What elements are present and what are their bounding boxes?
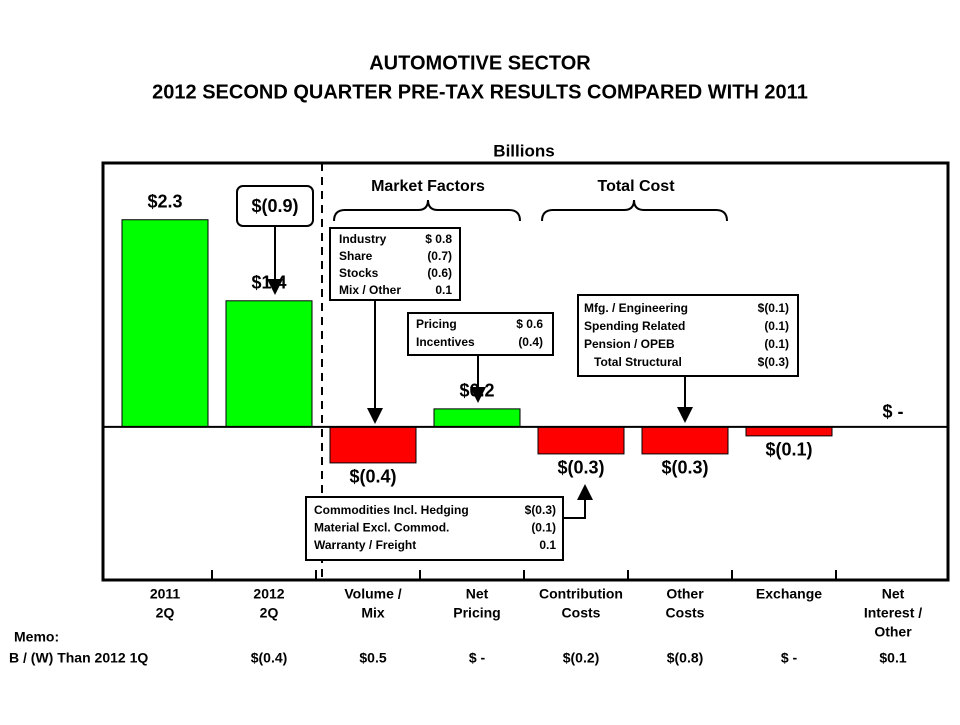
arrow — [563, 484, 593, 519]
memo-value: $(0.2) — [563, 650, 600, 666]
x-tick-label: Other — [666, 586, 704, 602]
callout-value: (0.7) — [427, 249, 452, 263]
callout-value: (0.1) — [531, 521, 556, 535]
x-tick-label: Net — [882, 586, 905, 602]
value-label: $1.4 — [251, 273, 286, 293]
bar — [329, 426, 417, 464]
callout-value: $(0.3) — [758, 355, 789, 369]
callout-value: $(0.3) — [525, 503, 556, 517]
x-tick-label: Mix — [361, 605, 385, 621]
group-label: Total Cost — [597, 178, 675, 195]
callout-box — [305, 496, 564, 561]
value-label: $(0.4) — [349, 467, 396, 487]
callout-value: $(0.1) — [758, 301, 789, 315]
callout-value: 0.1 — [539, 538, 556, 552]
callout-value: $ 0.8 — [425, 232, 452, 246]
bar — [537, 426, 625, 455]
x-tick-label: Net — [466, 586, 489, 602]
callout-value: $ 0.6 — [516, 317, 543, 331]
callout-label: Incentives — [416, 335, 475, 349]
bar — [225, 300, 313, 428]
callout-box — [329, 227, 461, 301]
brace — [333, 199, 521, 222]
x-tick-label: Other — [874, 624, 912, 640]
change-label: $(0.9) — [251, 196, 298, 216]
memo-title: Memo: — [14, 629, 59, 645]
value-label: $(0.1) — [765, 440, 812, 460]
callout-label: Total Structural — [594, 355, 682, 369]
bar — [433, 408, 521, 428]
callout-label: Share — [339, 249, 373, 263]
bar — [641, 426, 729, 455]
callout-label: Warranty / Freight — [314, 538, 416, 552]
memo-label: B / (W) Than 2012 1Q — [9, 650, 148, 666]
plot-frame — [101, 161, 950, 582]
callout-value: (0.1) — [764, 319, 789, 333]
memo-value: $ - — [781, 650, 798, 666]
chart-title: 2012 SECOND QUARTER PRE-TAX RESULTS COMP… — [152, 81, 808, 103]
callout-value: (0.1) — [764, 337, 789, 351]
callout-label: Mfg. / Engineering — [584, 301, 688, 315]
memo-value: $0.5 — [359, 650, 386, 666]
value-label: $(0.3) — [557, 458, 604, 478]
bar — [121, 219, 209, 428]
callout-label: Industry — [339, 232, 387, 246]
memo-value: $ - — [469, 650, 486, 666]
memo-value: $(0.4) — [251, 650, 288, 666]
memo-value: $(0.8) — [667, 650, 704, 666]
x-tick-label: Interest / — [864, 605, 922, 621]
x-tick-label: 2011 — [150, 586, 181, 602]
value-label: $(0.3) — [661, 458, 708, 478]
x-tick-label: 2012 — [253, 586, 284, 602]
value-label: $ - — [882, 402, 903, 422]
callout-label: Mix / Other — [339, 283, 401, 297]
value-label: $2.3 — [147, 191, 182, 211]
callout-box — [407, 312, 554, 356]
callout-label: Spending Related — [584, 319, 685, 333]
callout-box — [577, 294, 799, 377]
callout-label: Material Excl. Commod. — [314, 521, 449, 535]
callout-label: Commodities Incl. Hedging — [314, 503, 469, 517]
x-tick-label: Exchange — [756, 586, 822, 602]
callout-label: Stocks — [339, 266, 379, 280]
callout-value: (0.6) — [427, 266, 452, 280]
x-tick-label: Pricing — [453, 605, 500, 621]
axis-label: Billions — [493, 141, 554, 160]
callout-value: (0.4) — [518, 335, 543, 349]
x-tick-label: Contribution — [539, 586, 623, 602]
x-tick-label: 2Q — [156, 605, 175, 621]
memo-value: $0.1 — [879, 650, 906, 666]
value-label: $0.2 — [459, 381, 494, 401]
callout-label: Pricing — [416, 317, 457, 331]
x-tick-label: Costs — [666, 605, 705, 621]
callout-label: Pension / OPEB — [584, 337, 675, 351]
callout-value: 0.1 — [435, 283, 452, 297]
group-label: Market Factors — [371, 178, 485, 195]
brace — [541, 199, 728, 222]
x-tick-label: 2Q — [260, 605, 279, 621]
bar — [745, 426, 833, 437]
x-tick-label: Volume / — [344, 586, 401, 602]
x-tick-label: Costs — [562, 605, 601, 621]
chart-title: AUTOMOTIVE SECTOR — [369, 52, 591, 74]
